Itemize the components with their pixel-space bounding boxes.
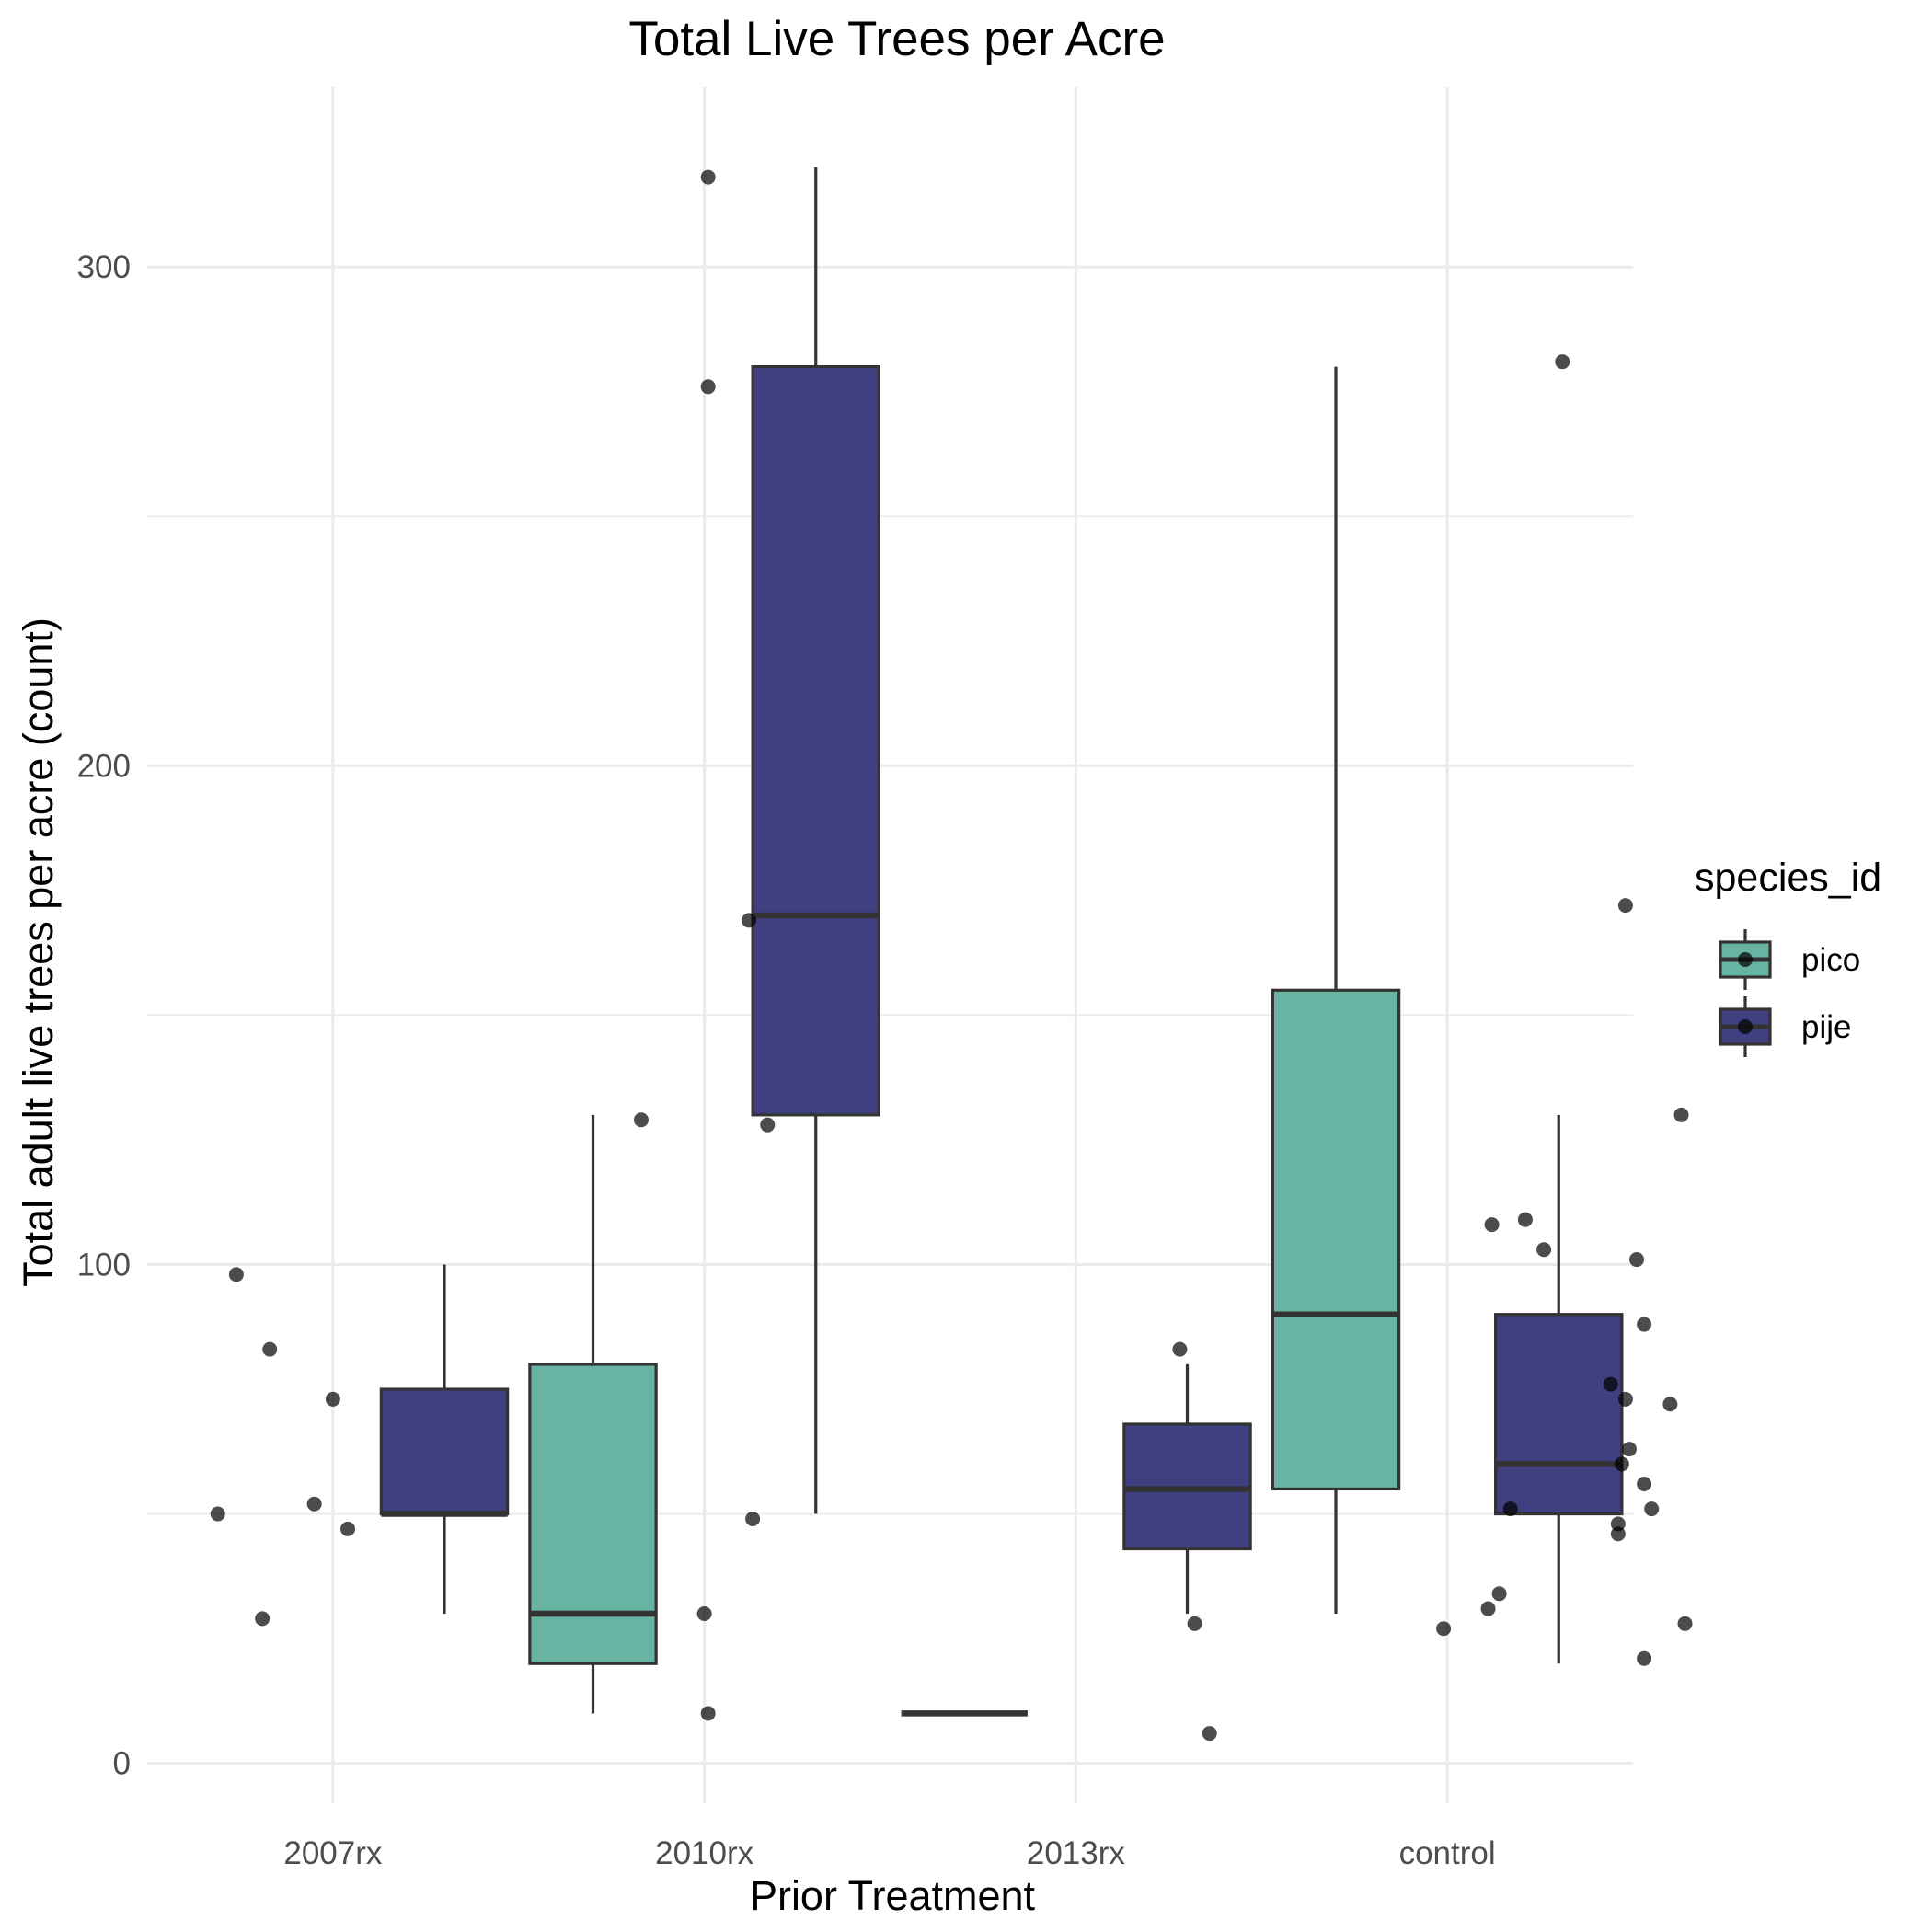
data-point [262, 1341, 278, 1357]
legend-point [1738, 1019, 1753, 1034]
legend-key-pico [1719, 929, 1772, 990]
data-point [255, 1611, 270, 1627]
data-point [228, 1267, 244, 1282]
data-point [306, 1496, 322, 1512]
data-point [325, 1391, 340, 1407]
data-point [1536, 1242, 1552, 1258]
box-pije-2007rx [379, 1264, 510, 1614]
data-point [1637, 1317, 1652, 1332]
data-point [1629, 1252, 1645, 1268]
x-tick-label: 2010rx [655, 1835, 754, 1871]
box-iqr [1494, 1313, 1624, 1516]
data-point [1610, 1526, 1626, 1542]
data-point [1502, 1501, 1518, 1517]
data-point [1637, 1650, 1652, 1666]
data-point [1436, 1621, 1452, 1637]
legend-label-pije: pije [1801, 1009, 1851, 1045]
data-point [1673, 1107, 1689, 1122]
legend-title: species_id [1695, 856, 1881, 900]
data-point [700, 169, 716, 185]
box-iqr [379, 1387, 510, 1516]
data-point [1491, 1586, 1507, 1602]
box-pije-control [1494, 1114, 1624, 1664]
data-point [633, 1112, 649, 1128]
y-tick-label: 0 [113, 1746, 131, 1782]
y-tick-label: 300 [77, 249, 131, 285]
data-point [1621, 1442, 1637, 1457]
y-axis-title: Total adult live trees per acre (count) [15, 617, 62, 1287]
chart-title: Total Live Trees per Acre [628, 12, 1165, 66]
data-point [696, 1605, 712, 1621]
x-axis-title: Prior Treatment [750, 1872, 1036, 1919]
data-point [1172, 1341, 1188, 1357]
data-point [210, 1506, 225, 1522]
box-iqr [1271, 988, 1401, 1491]
data-point [1617, 1391, 1633, 1407]
data-point [1637, 1477, 1652, 1492]
box-pico-control [1271, 366, 1401, 1614]
data-point [1555, 354, 1570, 370]
box-pico-2010rx [528, 1114, 658, 1714]
data-point [1644, 1501, 1660, 1517]
box-layer [379, 167, 1624, 1717]
axis-layer: 0 100 200 300 2007rx 2010rx 2013rx control [77, 249, 1496, 1871]
x-tick-label: 2013rx [1027, 1835, 1126, 1871]
data-point [1187, 1616, 1202, 1631]
point-layer [210, 169, 1693, 1742]
data-point [1603, 1376, 1618, 1392]
box-iqr [751, 365, 880, 1117]
legend-key-pije [1719, 996, 1772, 1057]
y-tick-label: 200 [77, 748, 131, 784]
grid-layer [147, 87, 1633, 1803]
data-point [1677, 1616, 1693, 1631]
data-point [700, 1706, 716, 1721]
box-pije-2010rx [751, 167, 880, 1514]
data-point [1480, 1601, 1496, 1616]
legend-point [1738, 952, 1753, 967]
data-point [745, 1511, 761, 1526]
legend-label-pico: pico [1801, 942, 1860, 978]
data-point [1662, 1397, 1678, 1412]
legend: species_id pico pije [1695, 856, 1881, 1057]
data-point [1517, 1212, 1533, 1227]
data-point [700, 379, 716, 395]
x-tick-label: 2007rx [283, 1835, 383, 1871]
data-point [742, 913, 757, 928]
data-point [1202, 1726, 1217, 1742]
x-tick-label: control [1399, 1835, 1496, 1871]
data-point [1484, 1217, 1500, 1233]
data-point [340, 1521, 356, 1536]
box-iqr [528, 1363, 658, 1665]
box-pije-2013rx [1122, 1363, 1252, 1614]
y-tick-label: 100 [77, 1247, 131, 1282]
data-point [1617, 898, 1633, 914]
data-point [1614, 1456, 1629, 1472]
data-point [760, 1117, 776, 1133]
